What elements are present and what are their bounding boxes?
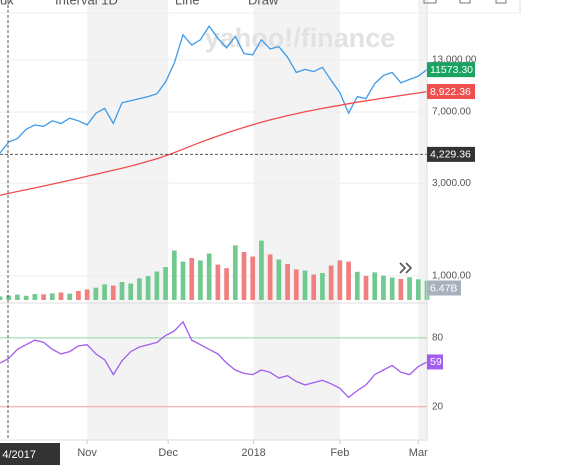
volume-bar xyxy=(163,267,168,300)
volume-bar xyxy=(215,264,221,300)
share-icon[interactable] xyxy=(459,0,471,4)
volume-bar xyxy=(363,276,369,300)
volume-bar xyxy=(259,240,264,300)
toolbar-item[interactable]: ux xyxy=(0,0,14,7)
last-value-label-box xyxy=(427,62,475,78)
volume-bar xyxy=(93,287,99,300)
volume-bar xyxy=(137,278,142,300)
volume-bar xyxy=(32,294,38,300)
fullscreen-icon[interactable] xyxy=(495,0,507,4)
date-label: 4/2017 xyxy=(2,449,36,461)
volume-bar xyxy=(198,260,203,300)
date-label-box xyxy=(0,443,60,465)
volume-bar xyxy=(102,284,107,300)
volume-bar xyxy=(232,245,238,300)
volume-bar xyxy=(337,260,343,300)
volume-bar xyxy=(171,250,177,300)
volume-label: 6.47B xyxy=(430,282,457,294)
volume-bar xyxy=(250,256,256,300)
settings-icon[interactable] xyxy=(423,0,437,4)
volume-bar xyxy=(189,258,195,300)
volume-bar xyxy=(415,279,421,300)
last-value-label: 11573.30 xyxy=(430,64,473,76)
labels: ux Interval 1D Line Draw Nov Dec 2018 Feb Mar 1,0… xyxy=(0,0,477,465)
volume-bar xyxy=(398,279,404,300)
volume-bar xyxy=(206,253,212,300)
volume-bar xyxy=(328,265,334,300)
volume-bar xyxy=(49,293,55,300)
line-series xyxy=(0,90,428,196)
volume-bar xyxy=(15,294,20,300)
x-tick-label: Feb xyxy=(330,447,349,459)
y-tick-label: 1,000.00 xyxy=(432,270,471,281)
y-tick-label: 3,000.00 xyxy=(432,178,471,189)
scroll-icon[interactable] xyxy=(399,262,407,274)
line-series xyxy=(0,320,428,399)
volume-bar xyxy=(128,283,134,300)
volume-bar xyxy=(84,289,90,300)
volume-bar xyxy=(110,285,116,300)
crosshair-label-box xyxy=(427,146,475,162)
volume-bar xyxy=(389,277,395,300)
period-shade xyxy=(418,0,427,440)
crosshair-label: 4,229.36 xyxy=(430,149,471,161)
volume-bar xyxy=(372,272,378,300)
y-tick-label: 13,000.00 xyxy=(432,54,477,65)
y-tick-label: 7,000.00 xyxy=(432,107,471,118)
volume-bar xyxy=(407,277,412,300)
x-tick-label: 2018 xyxy=(241,447,265,459)
volume-bar xyxy=(23,295,29,300)
y-tick-label: 20 xyxy=(432,401,444,412)
grid xyxy=(0,59,427,444)
x-tick-label: Dec xyxy=(158,447,178,459)
volume-bar xyxy=(311,274,317,300)
volume-bar xyxy=(302,270,308,300)
volume-bar xyxy=(267,254,273,300)
volume-bar xyxy=(180,261,186,300)
volume-label-box xyxy=(427,280,461,296)
period-shade xyxy=(87,0,169,440)
backgrounds: yahoo!/finance xyxy=(87,0,427,440)
scroll-icon[interactable] xyxy=(405,262,413,274)
x-tick-label: Nov xyxy=(77,447,97,459)
rsi-label: 59 xyxy=(430,356,442,368)
volume-bar xyxy=(0,296,3,300)
volume-bar xyxy=(41,294,46,300)
volume-bar xyxy=(67,293,73,300)
volume-bar xyxy=(346,261,351,300)
volume-bar xyxy=(145,276,151,300)
rsi-label-box xyxy=(427,354,443,370)
volume-bar xyxy=(119,282,125,300)
volume-bar xyxy=(154,271,160,300)
last-value-label-box xyxy=(427,84,475,100)
toolbar-item[interactable]: Draw xyxy=(248,0,279,7)
volume-bar xyxy=(224,268,229,300)
toolbar-item[interactable]: Interval 1D xyxy=(55,0,118,7)
volume-bar xyxy=(285,264,290,300)
volume-bar xyxy=(6,295,12,300)
volume-bar xyxy=(76,291,81,300)
volume-bar xyxy=(320,273,325,300)
last-value-label: 8,922.36 xyxy=(430,86,471,98)
volume-bar xyxy=(381,275,386,300)
period-shade xyxy=(253,0,340,440)
x-tick-label: Mar xyxy=(409,447,428,459)
marks xyxy=(0,0,430,440)
toolbar-item[interactable]: Line xyxy=(175,0,200,7)
volume-bar xyxy=(293,269,299,300)
volume-bar xyxy=(58,292,64,300)
volume-bar xyxy=(354,271,360,300)
y-tick-label: 80 xyxy=(432,332,444,343)
line-series xyxy=(0,24,428,154)
volume-bar xyxy=(276,259,282,300)
volume-bar xyxy=(241,252,247,300)
